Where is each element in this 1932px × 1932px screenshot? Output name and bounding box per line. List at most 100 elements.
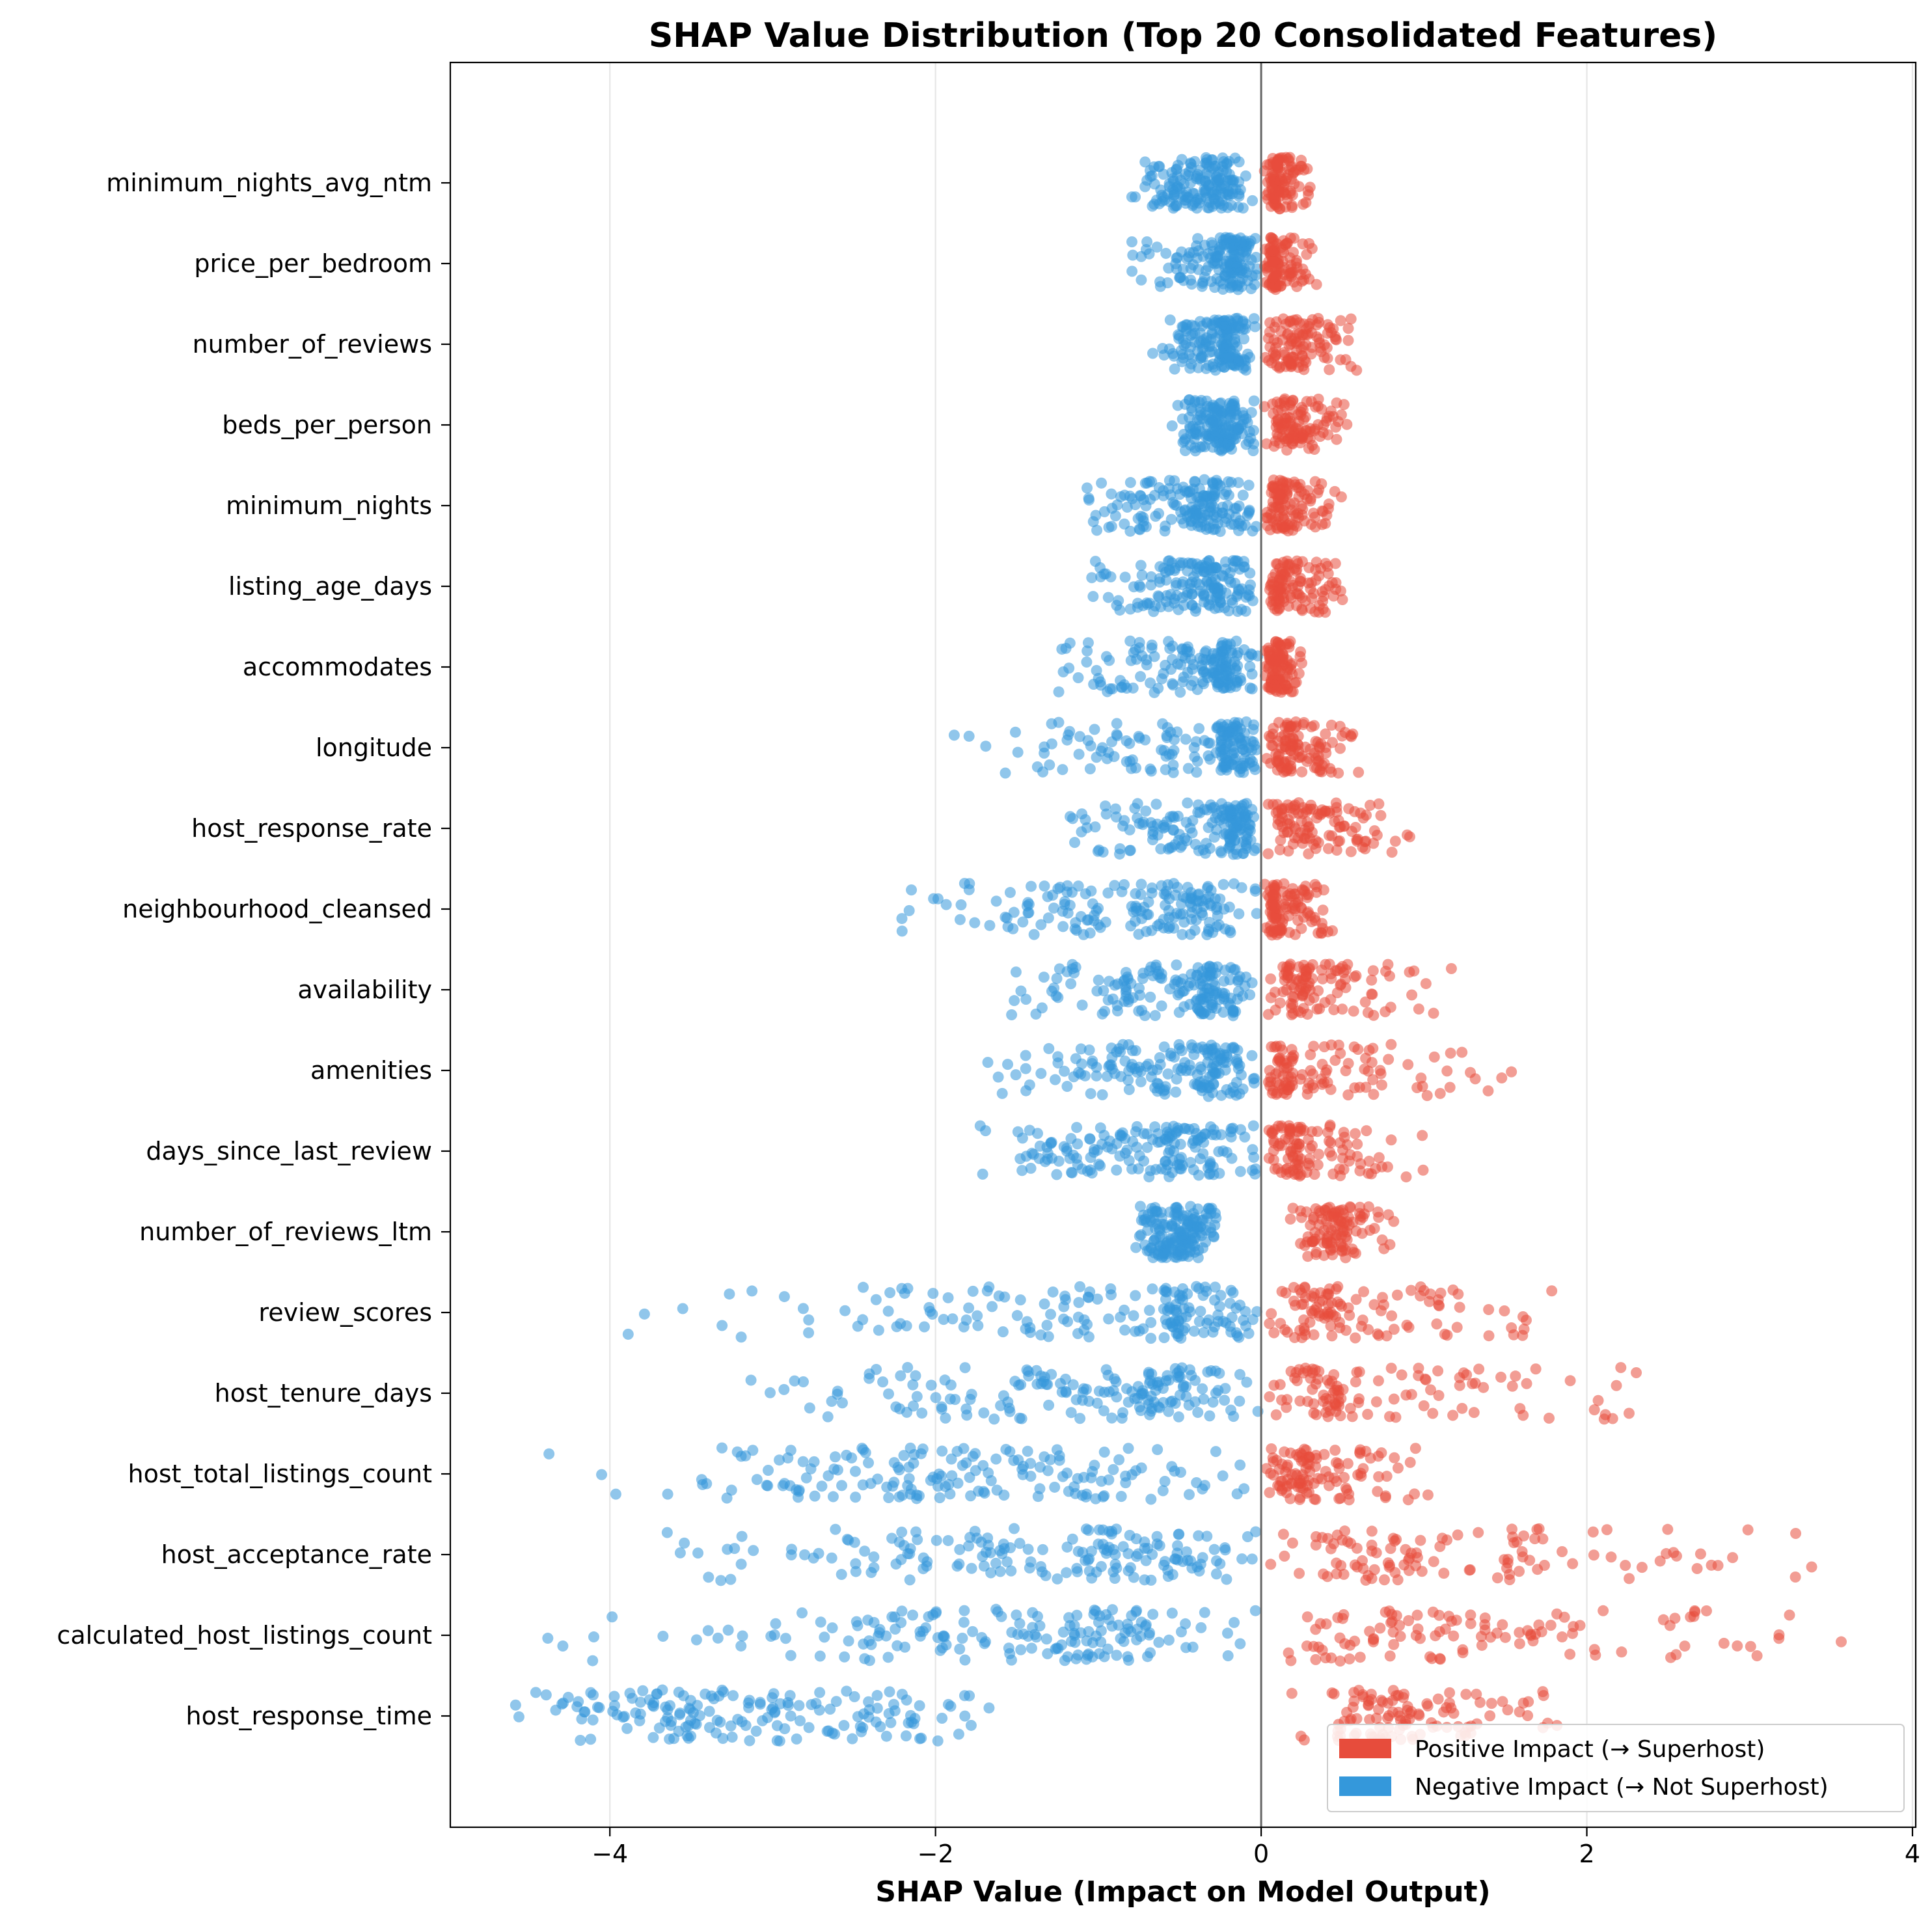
data-point	[1196, 660, 1207, 671]
data-point	[1311, 887, 1322, 898]
positive-points	[1264, 556, 1348, 618]
data-point	[1241, 840, 1252, 851]
data-point	[1219, 333, 1230, 344]
data-point	[1198, 901, 1209, 912]
data-point	[873, 1325, 884, 1336]
data-point	[1264, 731, 1275, 742]
data-point	[1385, 1039, 1396, 1050]
data-point	[1360, 1053, 1371, 1064]
data-point	[904, 1473, 915, 1484]
data-point	[1514, 1566, 1525, 1577]
data-point	[959, 1322, 970, 1333]
data-point	[1190, 925, 1201, 936]
data-point	[894, 1536, 905, 1547]
data-point	[1160, 1476, 1171, 1487]
data-point	[1188, 1135, 1199, 1146]
data-point	[1197, 1383, 1208, 1395]
data-point	[1163, 749, 1175, 760]
data-point	[983, 1467, 994, 1478]
data-point	[1169, 351, 1180, 362]
data-point	[1322, 1375, 1333, 1386]
data-point	[1209, 583, 1220, 594]
data-point	[1175, 908, 1186, 919]
data-point	[1013, 1380, 1024, 1391]
data-point	[1334, 822, 1345, 833]
data-point	[1285, 1214, 1296, 1225]
data-point	[990, 1558, 1001, 1569]
data-point	[1147, 888, 1158, 899]
data-point	[1042, 891, 1054, 902]
data-point	[1396, 1369, 1408, 1380]
data-point	[1229, 239, 1240, 251]
data-point	[1352, 836, 1363, 847]
data-point	[1309, 426, 1320, 437]
data-point	[1175, 659, 1186, 670]
data-point	[998, 1390, 1009, 1401]
data-point	[1171, 163, 1182, 174]
data-point	[1303, 822, 1314, 833]
data-point	[1193, 1005, 1204, 1016]
data-point	[1140, 806, 1151, 817]
data-point	[963, 1302, 974, 1313]
data-point	[1242, 275, 1253, 286]
data-point	[1158, 1485, 1169, 1496]
data-point	[1185, 1245, 1196, 1256]
data-point	[1136, 491, 1147, 502]
data-point	[1168, 202, 1179, 213]
data-point	[1346, 314, 1357, 325]
data-point	[1313, 756, 1324, 767]
data-point	[1282, 560, 1293, 571]
data-point	[1175, 1467, 1186, 1478]
data-point	[1209, 1544, 1220, 1555]
data-point	[1149, 687, 1160, 698]
data-point	[782, 1452, 793, 1463]
data-point	[1163, 636, 1174, 647]
data-point	[1299, 1322, 1310, 1333]
data-point	[736, 1558, 747, 1570]
data-point	[1159, 1332, 1170, 1343]
data-point	[1080, 1491, 1091, 1503]
data-point	[1142, 1225, 1153, 1236]
data-point	[1232, 994, 1243, 1005]
data-point	[1195, 508, 1206, 519]
data-point	[1224, 728, 1235, 739]
data-point	[1011, 966, 1022, 977]
data-point	[1197, 676, 1208, 687]
data-point	[786, 1544, 797, 1555]
data-point	[1380, 1006, 1391, 1017]
data-point	[1379, 1574, 1390, 1585]
data-point	[1351, 1367, 1362, 1378]
data-point	[1265, 173, 1276, 184]
data-point	[1043, 912, 1054, 923]
data-point	[1271, 1409, 1282, 1421]
data-point	[1279, 741, 1290, 752]
data-point	[1343, 803, 1354, 814]
data-point	[1194, 483, 1205, 495]
data-point	[677, 1303, 688, 1314]
data-point	[1150, 1385, 1162, 1396]
data-point	[1378, 1243, 1389, 1254]
data-point	[994, 1545, 1005, 1556]
data-point	[1268, 799, 1279, 810]
data-point	[1261, 753, 1272, 764]
data-point	[1277, 1286, 1288, 1297]
data-point	[1373, 798, 1384, 810]
data-point	[1469, 1407, 1480, 1418]
data-point	[1375, 810, 1386, 821]
data-point	[1185, 275, 1196, 286]
data-point	[1322, 319, 1333, 330]
data-point	[1054, 1455, 1065, 1466]
data-point	[1185, 1201, 1196, 1212]
positive-points	[1261, 716, 1364, 779]
data-point	[1238, 333, 1249, 344]
data-point	[1227, 832, 1238, 843]
data-point	[1228, 1411, 1239, 1422]
data-point	[1225, 519, 1236, 530]
data-point	[1333, 1458, 1344, 1469]
data-point	[1002, 1059, 1013, 1070]
data-point	[1063, 662, 1074, 673]
data-point	[1059, 1290, 1070, 1301]
data-point	[1356, 1321, 1367, 1332]
data-point	[1461, 1369, 1472, 1380]
data-point	[887, 1480, 898, 1491]
